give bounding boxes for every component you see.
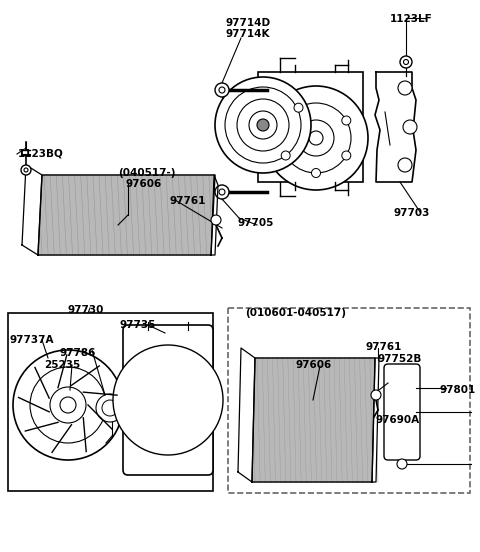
Circle shape: [113, 345, 223, 455]
Polygon shape: [38, 175, 215, 255]
Text: 97606: 97606: [126, 179, 162, 189]
Circle shape: [403, 120, 417, 134]
Circle shape: [96, 394, 124, 422]
Circle shape: [219, 87, 225, 93]
Text: (010601-040517): (010601-040517): [245, 308, 346, 318]
Polygon shape: [375, 72, 416, 182]
Circle shape: [342, 151, 351, 160]
Text: 97690A: 97690A: [375, 415, 419, 425]
Text: 25235: 25235: [44, 360, 80, 370]
Circle shape: [371, 390, 381, 400]
Circle shape: [50, 387, 86, 423]
Circle shape: [294, 103, 303, 112]
Circle shape: [13, 350, 123, 460]
Text: 97752B: 97752B: [378, 354, 422, 364]
Polygon shape: [252, 358, 375, 482]
Circle shape: [404, 60, 408, 65]
Text: 97703: 97703: [393, 208, 430, 218]
Text: 1123LF: 1123LF: [390, 14, 433, 24]
Circle shape: [215, 83, 229, 97]
Circle shape: [211, 215, 221, 225]
Circle shape: [102, 400, 118, 416]
Text: 97705: 97705: [238, 218, 275, 228]
Circle shape: [21, 165, 31, 175]
Bar: [258, 72, 363, 182]
Text: 97761: 97761: [170, 196, 206, 206]
Circle shape: [249, 111, 277, 139]
Circle shape: [281, 103, 351, 173]
Text: 97714D: 97714D: [225, 18, 270, 28]
FancyBboxPatch shape: [123, 325, 213, 475]
Circle shape: [215, 77, 311, 173]
Circle shape: [312, 168, 321, 178]
Circle shape: [342, 116, 351, 125]
Circle shape: [219, 189, 225, 195]
Circle shape: [398, 81, 412, 95]
Circle shape: [281, 151, 290, 160]
Polygon shape: [211, 175, 218, 255]
Text: 97735: 97735: [120, 320, 156, 330]
Bar: [228, 308, 470, 493]
Circle shape: [400, 56, 412, 68]
Text: (040517-): (040517-): [118, 168, 176, 178]
Text: 97737A: 97737A: [10, 335, 55, 345]
FancyBboxPatch shape: [384, 364, 420, 460]
Polygon shape: [22, 165, 42, 255]
Text: 97801: 97801: [440, 385, 476, 395]
Circle shape: [309, 131, 323, 145]
Text: 97786: 97786: [60, 348, 96, 358]
Circle shape: [237, 99, 289, 151]
Circle shape: [225, 87, 301, 163]
Polygon shape: [238, 348, 255, 482]
Text: 97761: 97761: [365, 342, 401, 352]
Bar: [8, 313, 213, 491]
Text: 1123BQ: 1123BQ: [18, 148, 64, 158]
Circle shape: [60, 397, 76, 413]
Circle shape: [298, 120, 334, 156]
Text: 97714K: 97714K: [225, 29, 269, 39]
Text: 97730: 97730: [68, 305, 104, 315]
Polygon shape: [372, 358, 379, 482]
Circle shape: [215, 185, 229, 199]
Text: 97606: 97606: [295, 360, 331, 370]
Circle shape: [24, 168, 28, 172]
Circle shape: [397, 459, 407, 469]
Circle shape: [398, 158, 412, 172]
Circle shape: [264, 86, 368, 190]
Circle shape: [257, 119, 269, 131]
Circle shape: [30, 367, 106, 443]
